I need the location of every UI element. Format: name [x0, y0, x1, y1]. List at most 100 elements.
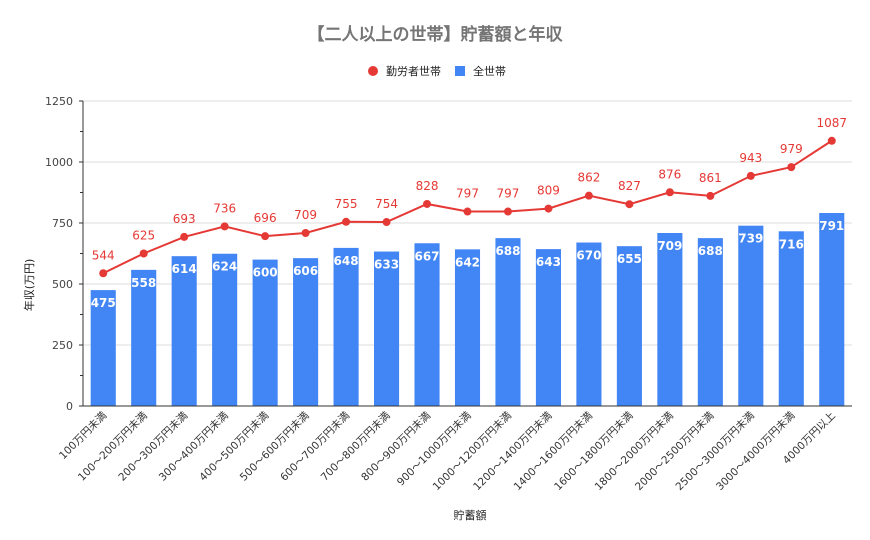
- line-data-label: 544: [92, 248, 115, 262]
- bar: [252, 259, 278, 406]
- x-tick-label: 3000～4000万円未満: [714, 409, 798, 493]
- line-data-label: 827: [618, 179, 641, 193]
- line-point: [301, 229, 310, 238]
- bar: [171, 256, 197, 406]
- line-point: [220, 222, 229, 231]
- line-point: [665, 188, 674, 197]
- x-tick-label: 600～700万円未満: [278, 409, 352, 483]
- bar: [535, 249, 561, 406]
- bar-data-label: 716: [779, 237, 804, 251]
- legend-label-line: 勤労者世帯: [386, 64, 441, 78]
- bar-data-label: 600: [253, 266, 278, 280]
- line-point: [342, 217, 351, 226]
- bar-data-label: 739: [738, 232, 763, 246]
- line-data-label: 876: [658, 167, 681, 181]
- y-tick-label: 0: [66, 400, 73, 413]
- legend-marker-line: [368, 66, 378, 76]
- x-tick-label: 1600～1800万円未満: [552, 409, 636, 493]
- line-data-label: 809: [537, 184, 560, 198]
- bar: [333, 247, 359, 406]
- line-data-label: 755: [335, 197, 358, 211]
- line-point: [544, 204, 553, 213]
- legend: 勤労者世帯 全世帯: [368, 64, 506, 78]
- bar: [819, 212, 845, 406]
- bar-data-label: 558: [131, 276, 156, 290]
- line-data-label: 861: [699, 171, 722, 185]
- y-tick-label: 250: [52, 339, 73, 352]
- line-data-label: 797: [497, 187, 520, 201]
- x-axis-title: 貯蓄額: [454, 509, 487, 522]
- bar-data-label: 688: [495, 244, 520, 258]
- chart-title: 【二人以上の世帯】貯蓄額と年収: [308, 24, 564, 45]
- bar-data-label: 633: [374, 258, 399, 272]
- bar: [414, 243, 440, 406]
- x-tick-label: 200～300万円未満: [116, 409, 190, 483]
- bar-data-label: 642: [455, 255, 480, 269]
- bar-data-label: 606: [293, 264, 318, 278]
- line-point: [261, 232, 270, 241]
- line-point: [503, 207, 512, 216]
- line-data-label: 709: [294, 208, 317, 222]
- line-data-label: 828: [416, 179, 439, 193]
- bar: [212, 253, 238, 406]
- x-tick-label: 1800～2000万円未満: [593, 409, 677, 493]
- bar-data-label: 655: [617, 252, 642, 266]
- line-point: [99, 269, 108, 278]
- line-data-label: 979: [780, 142, 803, 156]
- bar-data-label: 643: [536, 255, 561, 269]
- line-point: [827, 136, 836, 145]
- line-data-label: 736: [213, 201, 236, 215]
- x-tick-label: 2000～2500万円未満: [633, 409, 717, 493]
- bar-data-label: 624: [212, 260, 237, 274]
- bar: [697, 238, 723, 406]
- bar: [495, 238, 521, 406]
- line-point: [584, 191, 593, 200]
- y-tick-label: 1250: [45, 95, 73, 108]
- y-tick-label: 750: [52, 217, 73, 230]
- x-tick-label: 500～600万円未満: [238, 409, 312, 483]
- y-tick-label: 500: [52, 278, 73, 291]
- line-data-label: 797: [456, 187, 479, 201]
- x-tick-label: 300～400万円未満: [157, 409, 231, 483]
- bar: [293, 258, 319, 406]
- x-tick-label: 2500～3000万円未満: [674, 409, 758, 493]
- line-data-label: 693: [173, 212, 196, 226]
- line-data-label: 696: [254, 211, 277, 225]
- legend-label-bar: 全世帯: [473, 64, 506, 78]
- bar: [576, 242, 602, 406]
- line-point: [706, 191, 715, 200]
- bar-data-label: 614: [172, 262, 197, 276]
- line-series: 544 625 693 736 696 709 755 754 828 797 797 809 862 8…: [92, 116, 847, 278]
- bar-data-label: 670: [576, 249, 601, 263]
- y-axis-ticks: 0 250 500 750 1000 1250: [45, 95, 83, 413]
- bar-data-label: 667: [414, 249, 439, 263]
- bar: [454, 249, 481, 406]
- line-point: [423, 199, 432, 208]
- bars: 475 558 614 624 600 606 648 633 667 642 688 643 670 6…: [90, 212, 845, 406]
- x-axis-ticks: 100万円未満100～200万円未満200～300万円未満300～400万円未満…: [57, 409, 838, 493]
- bar-data-label: 475: [91, 296, 116, 310]
- bar: [657, 233, 683, 406]
- line-point: [625, 200, 634, 209]
- x-tick-label: 1400～1600万円未満: [512, 409, 596, 493]
- bar: [374, 251, 400, 406]
- bar-data-label: 688: [698, 244, 723, 258]
- line-point: [787, 163, 796, 172]
- x-tick-label: 400～500万円未満: [197, 409, 271, 483]
- bar-data-label: 648: [334, 254, 359, 268]
- bar: [738, 225, 764, 406]
- x-tick-label: 1200～1400万円未満: [471, 409, 555, 493]
- line-point: [180, 232, 189, 241]
- x-tick-label: 800～900万円未満: [359, 409, 433, 483]
- line-point: [746, 171, 755, 180]
- gridlines: [83, 100, 852, 346]
- x-tick-label: 700～800万円未満: [319, 409, 393, 483]
- line-data-label: 943: [739, 151, 762, 165]
- y-tick-label: 1000: [45, 156, 73, 169]
- bar: [90, 290, 116, 406]
- line-point: [463, 207, 472, 216]
- bar-data-label: 709: [657, 239, 682, 253]
- line-point: [139, 249, 148, 258]
- line-data-label: 1087: [816, 116, 847, 130]
